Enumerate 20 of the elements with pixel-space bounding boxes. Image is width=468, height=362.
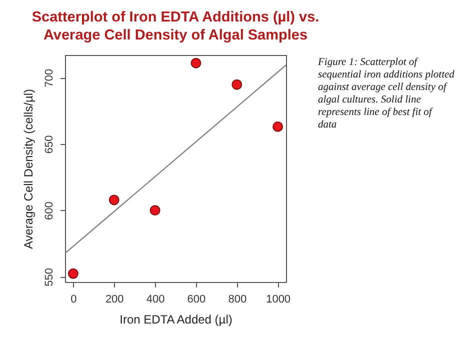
- y-tick-label: 600: [44, 202, 56, 220]
- caption: Figure 1: Scatterplot of sequential iron additions plotted against average cell density of algal cultures. Solid line represents line of best fit of data: [317, 57, 456, 130]
- x-tick-label: 600: [187, 294, 206, 306]
- point: [232, 79, 242, 90]
- x-tick-label: 400: [146, 294, 165, 306]
- y-tick-label: 650: [44, 135, 56, 154]
- y-axis-title: Average Cell Density (cells/µl): [22, 88, 36, 250]
- x-tick-label: 1000: [266, 294, 291, 306]
- point: [190, 58, 202, 68]
- point: [272, 121, 284, 132]
- point: [108, 194, 120, 206]
- y-tick-label: 550: [44, 268, 56, 286]
- y-tick-label: 700: [44, 68, 56, 88]
- chart-title: Scatterplot of Iron EDTA Additions (µl) vs. Average Cell Density of Algal Samples: [32, 10, 320, 44]
- x-tick-label: 0: [70, 294, 77, 306]
- x-tick-label: 200: [105, 294, 124, 306]
- point: [150, 205, 160, 216]
- point: [68, 268, 78, 279]
- x-axis-title: Iron EDTA Added (µl): [120, 312, 232, 326]
- x-tick-label: 800: [228, 294, 247, 306]
